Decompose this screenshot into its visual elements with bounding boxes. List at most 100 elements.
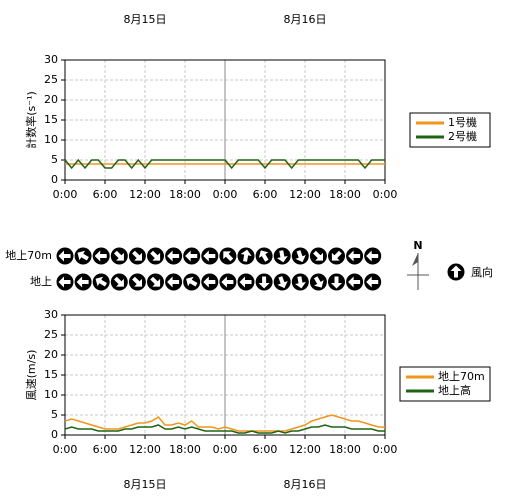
arrow-shape [277,276,288,289]
x-tick-label: 18:00 [169,188,201,201]
arrow-shape [167,276,180,288]
wind-arrow [237,247,255,265]
legend-box [409,112,491,148]
wind-arrow [201,247,219,265]
y-tick-label: 20 [44,93,58,106]
wind-arrow [165,247,183,265]
compass-needle [412,253,418,266]
arrow-shape [348,250,361,262]
series-line [64,158,385,170]
x-tick-label: 18:00 [329,188,361,201]
wind-arrow [56,273,74,291]
wind-arrow [328,273,345,291]
arrow-shape [223,251,234,262]
arrow-shape [150,250,161,261]
x-tick-label: 12:00 [289,443,321,456]
arrow-shape [94,250,107,262]
wind-arrow [346,247,364,265]
y-axis-label: 風速(m/s) [25,350,38,401]
x-tick-label: 6:00 [93,443,118,456]
x-tick-label: 18:00 [329,443,361,456]
wind-arrow [183,273,201,291]
wind-arrow [309,273,327,291]
wind-arrow [110,247,128,265]
arrow-shape [150,276,161,287]
wind-arrow [147,273,164,291]
wind-arrow [128,247,146,265]
arrow-shape [258,276,270,289]
arrow-shape [58,276,71,288]
arrow-shape [331,250,342,261]
arrow-shape [95,276,107,287]
arrow-shape [132,250,142,261]
arrow-shape [77,250,89,261]
y-tick-label: 30 [44,53,58,66]
wind-arrow [110,273,128,291]
wind-arrow [56,247,74,265]
y-tick-label: 5 [51,408,58,421]
arrow-shape [167,250,180,262]
wind-arrow [74,273,92,291]
y-tick-label: 15 [44,113,58,126]
arrow-shape [221,276,234,288]
y-tick-label: 5 [51,153,58,166]
wind-arrow [255,247,273,265]
x-tick-label: 0:00 [213,188,238,201]
arrow-shape [186,276,198,287]
plot-frame [64,314,386,436]
arrow-shape [113,276,124,287]
wind-arrow [309,247,327,265]
wind-arrow [74,247,92,265]
arrow-shape [366,250,379,262]
date-label: 8月16日 [284,478,327,491]
row-label: 地上 [30,275,52,288]
legend-label: 地上70m [438,370,485,383]
wind-arrow [219,273,237,291]
y-tick-label: 15 [44,368,58,381]
wind-arrow [346,273,364,291]
wind-arrow [237,273,255,291]
arrow-shape [203,250,216,262]
x-tick-label: 18:00 [169,443,201,456]
arrow-shape [76,276,89,288]
y-tick-label: 25 [44,73,58,86]
series-line [64,424,385,434]
arrow-shape [331,276,342,289]
wind-arrow [219,247,237,265]
wind-arrow [273,273,291,291]
wind-arrow [201,273,219,291]
legend-label: 地上高 [438,383,471,397]
arrow-shape [366,276,379,288]
arrow-shape [276,250,288,263]
arrow-shape [258,250,269,262]
x-tick-label: 12:00 [289,188,321,201]
arrow-shape [240,249,252,262]
x-tick-label: 0:00 [373,188,398,201]
legend-label: 1号機 [448,115,477,129]
arrow-shape [113,250,124,261]
x-tick-label: 12:00 [129,188,161,201]
x-tick-label: 0:00 [53,443,78,456]
x-tick-label: 6:00 [253,443,278,456]
date-label: 8月15日 [124,478,167,491]
arrow-shape [132,276,142,287]
y-tick-label: 0 [51,173,58,186]
x-tick-label: 6:00 [93,188,118,201]
arrow-shape [313,250,323,261]
date-label: 8月16日 [284,13,327,26]
x-tick-label: 12:00 [129,443,161,456]
legend-arrow [447,263,465,281]
x-tick-label: 0:00 [213,443,238,456]
legend-box [399,366,491,402]
compass-label: N [413,239,422,252]
x-tick-label: 0:00 [373,443,398,456]
arrow-shape [450,265,462,278]
y-tick-label: 0 [51,428,58,441]
series-line [64,414,385,432]
y-tick-label: 10 [44,388,58,401]
y-tick-label: 20 [44,348,58,361]
wind-arrow [364,273,382,291]
arrow-shape [239,276,252,288]
arrow-shape [203,276,216,288]
